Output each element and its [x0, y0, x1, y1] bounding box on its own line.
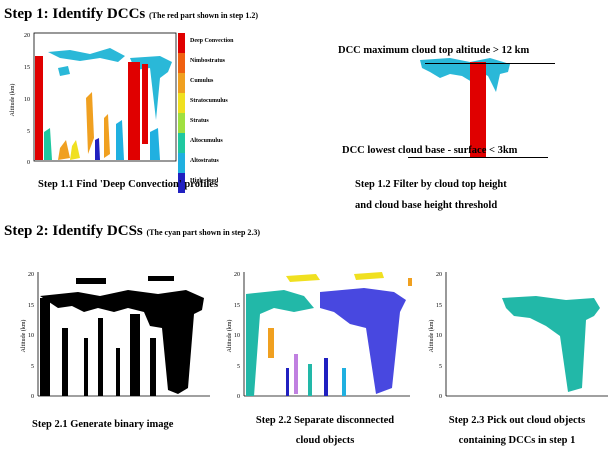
- cloud-field: [35, 48, 172, 160]
- step1-2-caption-line1: Step 1.2 Filter by cloud top height: [355, 179, 507, 190]
- legend-item-deep-convection: Deep Convection: [178, 33, 288, 53]
- legend-swatch: [178, 173, 185, 193]
- legend-label: Altostratus: [190, 158, 219, 164]
- cloud-type-legend: Deep Convection Nimbostratus Cumulus Str…: [178, 33, 288, 193]
- step2-title-text: Step 2: Identify DCSs: [4, 223, 143, 239]
- legend-swatch: [178, 53, 185, 73]
- cloud-base-annotation: DCC lowest cloud base - surface < 3km: [342, 145, 518, 156]
- cloud-top-threshold-line: [425, 63, 555, 64]
- tick-0: 0: [31, 394, 34, 400]
- legend-label: Deep Convection: [190, 38, 234, 44]
- step1-title: Step 1: Identify DCCs (The red part show…: [4, 6, 258, 23]
- legend-label: High cloud: [190, 178, 219, 184]
- legend-item-altostratus: Altostratus: [178, 153, 288, 173]
- step2-2-caption: Step 2.2 Separate disconnected cloud obj…: [230, 411, 420, 451]
- legend-item-altocumulus: Altocumulus: [178, 133, 288, 153]
- binary-image-plot: 20 15 10 5 0 Altitude (km): [20, 272, 210, 400]
- tick-0: 0: [27, 160, 30, 166]
- tick-0: 0: [237, 394, 240, 400]
- tick-5: 5: [27, 129, 30, 135]
- separated-objects-plot: 20 15 10 5 0 Altitude (km): [226, 272, 412, 400]
- legend-label: Altocumulus: [190, 138, 223, 144]
- tick-5: 5: [31, 364, 34, 370]
- y-axis-label: Altitude (km): [9, 84, 16, 117]
- step2-2-caption-line2: cloud objects: [295, 435, 355, 446]
- y-axis-label: Altitude (km): [226, 320, 233, 353]
- legend-label: Cumulus: [190, 78, 214, 84]
- legend-item-stratocumulus: Stratocumulus: [178, 93, 288, 113]
- y-axis-label: Altitude (km): [20, 320, 27, 353]
- tick-15: 15: [234, 303, 240, 309]
- step2-note: (The cyan part shown in step 2.3): [146, 228, 261, 237]
- step1-1-caption: Step 1.1 Find 'Deep Convection' profiles: [38, 179, 219, 190]
- tick-10: 10: [28, 333, 34, 339]
- step2-title: Step 2: Identify DCSs (The cyan part sho…: [4, 223, 260, 240]
- legend-label: Stratocumulus: [190, 98, 228, 104]
- legend-item-stratus: Stratus: [178, 113, 288, 133]
- cloud-base-threshold-line: [408, 157, 548, 158]
- legend-swatch: [178, 153, 185, 173]
- tick-10: 10: [234, 333, 240, 339]
- tick-15: 15: [28, 303, 34, 309]
- selected-objects-plot: 20 15 10 5 0 Altitude (km): [428, 272, 608, 400]
- legend-label: Nimbostratus: [190, 58, 226, 64]
- legend-label: Stratus: [190, 118, 209, 124]
- cloud-type-plot: 20 15 10 5 0 Altitude (km): [9, 32, 177, 166]
- cloud-objects: [246, 272, 412, 396]
- tick-5: 5: [237, 364, 240, 370]
- tick-5: 5: [439, 364, 442, 370]
- dcc-cloud-shape: [420, 58, 510, 112]
- legend-swatch: [178, 33, 185, 53]
- legend-swatch: [178, 93, 185, 113]
- tick-10: 10: [24, 97, 30, 103]
- step1-title-text: Step 1: Identify DCCs: [4, 6, 146, 22]
- legend-item-nimbostratus: Nimbostratus: [178, 53, 288, 73]
- tick-15: 15: [24, 65, 30, 71]
- plot-frame: [33, 32, 177, 162]
- tick-20: 20: [24, 33, 30, 39]
- legend-swatch: [178, 133, 185, 153]
- step2-2-caption-line1: Step 2.2 Separate disconnected: [255, 415, 395, 426]
- tick-20: 20: [28, 272, 34, 278]
- dcc-column: [470, 62, 486, 157]
- legend-swatch: [178, 113, 185, 133]
- step2-1-caption: Step 2.1 Generate binary image: [32, 419, 174, 430]
- cloud-top-annotation: DCC maximum cloud top altitude > 12 km: [338, 45, 530, 56]
- step2-3-caption-line2: containing DCCs in step 1: [458, 435, 576, 446]
- tick-20: 20: [436, 272, 442, 278]
- step1-2-caption-line2: and cloud base height threshold: [355, 200, 498, 211]
- step2-3-caption-line1: Step 2.3 Pick out cloud objects: [448, 415, 586, 426]
- step1-note: (The red part shown in step 1.2): [149, 11, 258, 20]
- dcc-filter-plot: [420, 58, 510, 157]
- dcs-object: [502, 296, 600, 392]
- tick-10: 10: [436, 333, 442, 339]
- binary-cloud-mask: [40, 276, 204, 396]
- y-axis-label: Altitude (km): [428, 320, 435, 353]
- step2-3-caption: Step 2.3 Pick out cloud objects containi…: [424, 411, 610, 451]
- tick-0: 0: [439, 394, 442, 400]
- legend-item-high-cloud: High cloud: [178, 173, 288, 193]
- legend-swatch: [178, 73, 185, 93]
- tick-15: 15: [436, 303, 442, 309]
- tick-20: 20: [234, 272, 240, 278]
- legend-item-cumulus: Cumulus: [178, 73, 288, 93]
